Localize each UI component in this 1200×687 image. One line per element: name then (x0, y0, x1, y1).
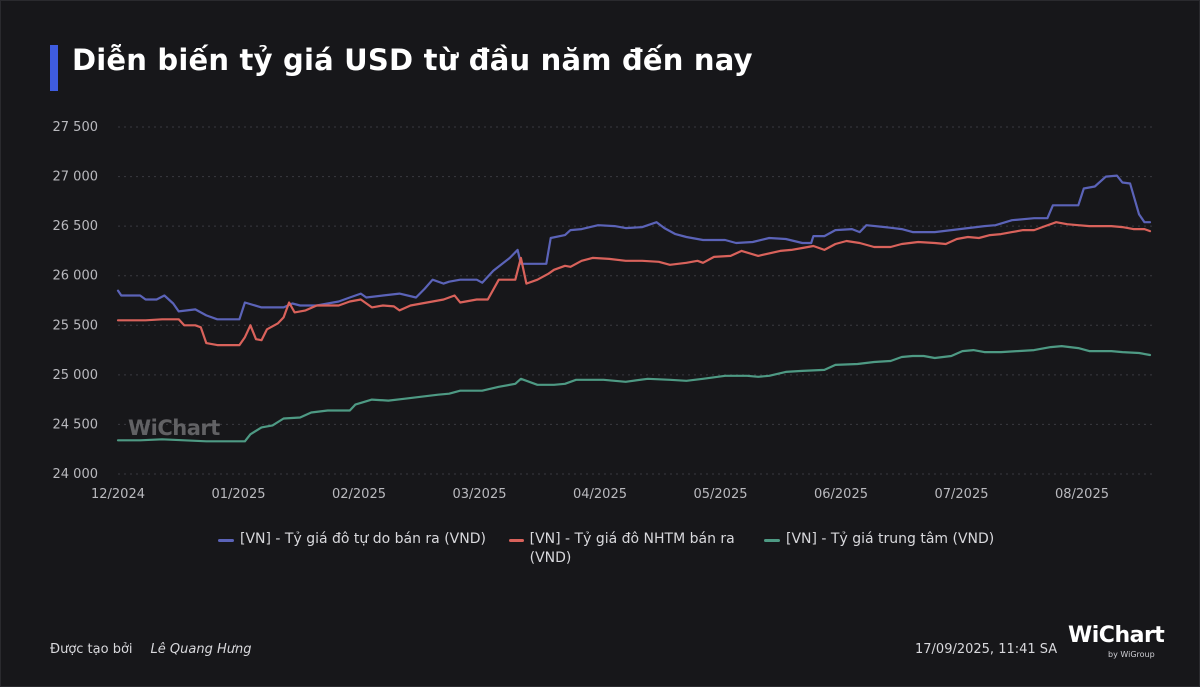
legend-swatch-icon (218, 539, 234, 542)
y-axis-tick-label: 24 000 (53, 467, 99, 482)
logo-subtext: by WiGroup (1108, 650, 1155, 659)
x-axis-tick-label: 12/2024 (91, 487, 145, 502)
created-by-label: Được tạo bởi (50, 642, 133, 657)
y-axis-tick-label: 25 000 (53, 368, 99, 383)
legend-swatch-icon (509, 539, 524, 542)
y-axis-tick-label: 26 500 (53, 219, 99, 234)
legend-item-free-market[interactable]: [VN] - Tỷ giá đô tự do bán ra (VND) (218, 530, 508, 549)
page-title: Diễn biến tỷ giá USD từ đầu năm đến nay (72, 43, 753, 77)
y-axis-tick-label: 27 000 (53, 170, 99, 185)
title-accent-bar (50, 45, 58, 91)
y-axis-tick-label: 25 500 (53, 318, 99, 333)
x-axis-tick-label: 01/2025 (211, 487, 265, 502)
legend-label: [VN] - Tỷ giá trung tâm (VND) (786, 531, 995, 547)
legend-item-central-rate[interactable]: [VN] - Tỷ giá trung tâm (VND) (764, 530, 1044, 549)
logo-text: WiChart (1068, 623, 1165, 648)
created-by: Được tạo bởi Lê Quang Hưng (50, 642, 251, 657)
y-axis-tick-label: 26 000 (53, 269, 99, 284)
x-axis-tick-label: 03/2025 (452, 487, 506, 502)
wichart-logo[interactable]: WiChart by WiGroup (1068, 623, 1165, 660)
legend-label: [VN] - Tỷ giá đô tự do bán ra (VND) (240, 531, 486, 547)
legend-item-commercial-bank[interactable]: [VN] - Tỷ giá đô NHTM bán ra (VND) (509, 530, 759, 568)
x-axis-tick-label: 05/2025 (693, 487, 747, 502)
author-name: Lê Quang Hưng (150, 642, 252, 657)
series-central-rate-line[interactable] (116, 345, 1152, 443)
series-free-market-line[interactable] (116, 174, 1152, 321)
timestamp: 17/09/2025, 11:41 SA (915, 642, 1058, 657)
y-axis-tick-label: 27 500 (53, 120, 99, 135)
x-axis-tick-label: 02/2025 (332, 487, 386, 502)
x-axis-tick-label: 04/2025 (573, 487, 627, 502)
y-axis-tick-label: 24 500 (53, 417, 99, 432)
legend-swatch-icon (764, 539, 780, 542)
series-commercial-bank-line[interactable] (116, 221, 1152, 347)
x-axis-tick-label: 06/2025 (814, 487, 868, 502)
x-axis-tick-label: 08/2025 (1055, 487, 1109, 502)
x-axis-tick-label: 07/2025 (934, 487, 988, 502)
legend-label: [VN] - Tỷ giá đô NHTM bán ra (VND) (529, 531, 735, 566)
wichart-watermark: WiChart (128, 416, 220, 440)
